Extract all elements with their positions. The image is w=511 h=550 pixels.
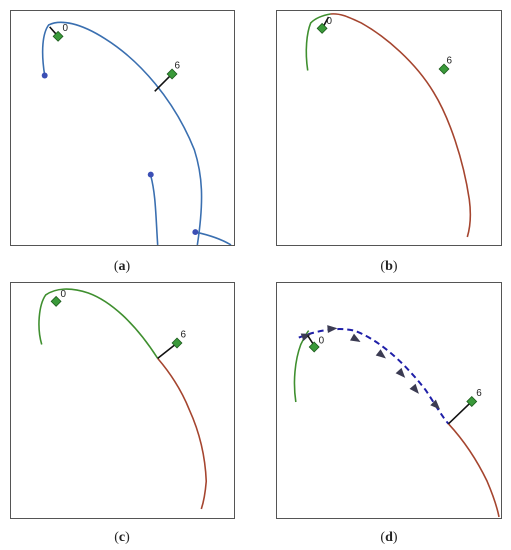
panel-c-canvas: 0 6 xyxy=(38,288,208,510)
green-track xyxy=(293,330,310,403)
panel-c: 0 6 xyxy=(10,282,235,519)
node-6-marker xyxy=(438,63,450,75)
brown-track xyxy=(447,423,500,518)
panel-b-canvas: 0 6 xyxy=(305,13,472,238)
direction-arrow-icon xyxy=(350,333,361,343)
node-6-marker xyxy=(466,396,478,407)
caption-c: (c) xyxy=(114,530,130,545)
panel-a: 0 6 xyxy=(10,10,235,246)
direction-arrow-icon xyxy=(395,367,406,378)
panel-d: 0 6 xyxy=(276,282,502,519)
node-0-marker xyxy=(50,295,62,307)
endpoint-dot xyxy=(41,72,48,79)
endpoint-dot xyxy=(192,229,199,236)
direction-arrow-icon xyxy=(375,349,386,359)
direction-arrow-icon xyxy=(430,399,441,410)
node-6-marker xyxy=(166,68,178,80)
direction-arrow-icon xyxy=(409,383,419,394)
node-6-label: 6 xyxy=(175,61,181,72)
node-6-label: 6 xyxy=(476,388,482,399)
connector-line xyxy=(447,401,472,425)
caption-d: (d) xyxy=(380,530,398,545)
node-0-label: 0 xyxy=(319,336,325,347)
node-0-marker xyxy=(316,22,328,34)
brown-track xyxy=(157,357,208,510)
endpoint-dot xyxy=(147,171,154,178)
panel-a-canvas: 0 6 xyxy=(41,21,232,245)
blue-track-branch xyxy=(149,175,159,245)
node-0-marker xyxy=(52,30,64,42)
blue-track-main xyxy=(41,21,203,245)
direction-arrow-icon xyxy=(300,333,312,342)
node-6-label: 6 xyxy=(180,330,186,341)
panel-d-canvas: 0 6 xyxy=(293,325,500,518)
caption-a: (a) xyxy=(113,259,131,274)
node-0-label: 0 xyxy=(63,23,69,34)
caption-b: (b) xyxy=(380,259,398,274)
connector-line xyxy=(154,73,173,92)
green-track xyxy=(305,13,331,71)
node-0-label: 0 xyxy=(61,289,67,300)
green-track xyxy=(38,288,159,359)
node-0-marker xyxy=(308,341,320,353)
direction-arrow-icon xyxy=(327,325,338,334)
blue-track-tail xyxy=(195,231,232,245)
node-6-label: 6 xyxy=(446,56,452,67)
node-6-marker xyxy=(171,337,183,349)
connector-line xyxy=(157,342,178,360)
panel-b: 0 6 xyxy=(276,10,502,246)
brown-track xyxy=(330,13,472,238)
node-0-label: 0 xyxy=(327,16,333,27)
